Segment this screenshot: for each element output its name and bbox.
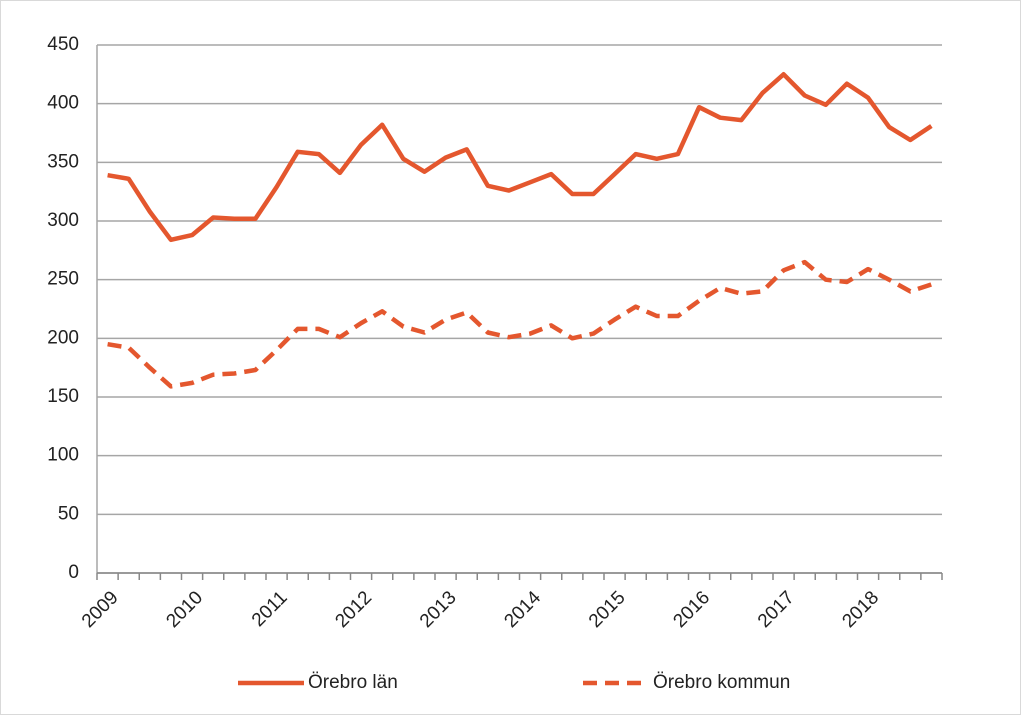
y-tick-label: 400 [47,93,79,114]
series-line [107,72,933,243]
y-tick-label: 250 [47,269,79,290]
y-tick-label: 0 [68,562,79,583]
y-tick-label: 100 [47,445,79,466]
series-line [107,259,933,389]
y-tick-label: 300 [47,210,79,231]
y-tick-label: 450 [47,34,79,55]
legend-label: Örebro län [308,672,398,693]
y-tick-label: 200 [47,327,79,348]
y-tick-label: 150 [47,386,79,407]
legend-label: Örebro kommun [653,672,790,693]
y-tick-label: 50 [58,503,79,524]
y-tick-label: 350 [47,151,79,172]
